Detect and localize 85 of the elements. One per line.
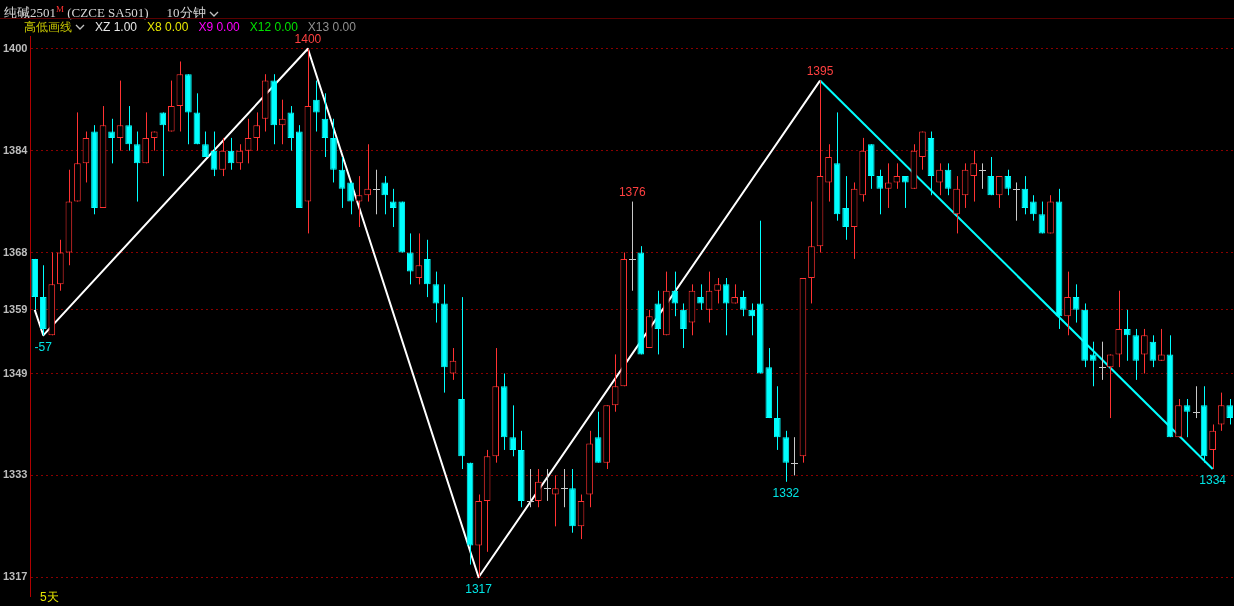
text: X13 0.00 (307, 20, 356, 34)
candlestick (142, 111, 150, 164)
text: 1317 (465, 581, 492, 596)
candlestick (919, 131, 926, 171)
text: 1334 (1199, 473, 1227, 488)
candlestick (278, 99, 286, 145)
candlestick (628, 201, 637, 292)
candlestick (774, 385, 781, 451)
text: XZ 1.00 (95, 20, 138, 34)
candlestick (526, 468, 535, 508)
text: X8 0.00 (147, 20, 189, 34)
candlestick (389, 188, 397, 228)
candlestick (1158, 328, 1165, 362)
candlestick (1012, 181, 1021, 222)
candlestick (748, 302, 756, 336)
candlestick (987, 156, 995, 196)
candlestick (790, 436, 799, 476)
candlestick (970, 150, 977, 203)
candlestick (884, 162, 892, 209)
candlestick (697, 283, 704, 311)
text: 1395 (806, 63, 834, 78)
candlestick (125, 105, 132, 152)
candlestick (1123, 309, 1131, 362)
y-tick-label: 1349 (2, 366, 28, 379)
candlestick (1030, 194, 1037, 222)
candlestick (1004, 169, 1012, 196)
candlestick (1089, 341, 1097, 387)
candlestick (372, 169, 381, 215)
candlestick (167, 80, 175, 133)
y-tick-label: 1400 (2, 41, 28, 54)
candlestick (902, 175, 909, 209)
y-tick-label: 1368 (2, 245, 28, 258)
candlestick (1226, 398, 1234, 425)
candlestick (535, 468, 542, 508)
text: 高低画线 (24, 20, 72, 34)
text: X9 0.00 (198, 20, 240, 34)
chart-subtitle: 10分钟 (166, 5, 206, 21)
candlestick (1209, 423, 1216, 470)
candlestick (108, 118, 115, 164)
candlestick (219, 137, 226, 177)
candlestick (1115, 290, 1123, 368)
chart-title: 纯碱2501$^{M}$ (CZCE SA501) (4, 4, 149, 21)
y-tick-label: 1384 (2, 143, 29, 156)
y-tick-label: 1333 (2, 468, 28, 481)
annotation: 5天 (40, 589, 59, 606)
candlestick (825, 143, 832, 203)
candlestick (313, 80, 320, 133)
candlestick (202, 131, 209, 158)
candlestick (995, 175, 1003, 209)
candlestick (1106, 353, 1114, 419)
y-tick-label: 1317 (2, 570, 28, 583)
candlestick (714, 277, 721, 304)
candlestick (159, 111, 167, 177)
text: 1332 (772, 486, 800, 501)
candlestick (739, 290, 747, 317)
text: 1400 (294, 32, 322, 47)
candlestick (876, 169, 884, 215)
candlestick (543, 468, 552, 502)
candlestick (1217, 392, 1225, 432)
candlestick (680, 302, 687, 349)
candlestick (253, 111, 260, 152)
candlestick (236, 143, 243, 171)
candlestick (424, 239, 431, 298)
y-tick-label: 1359 (2, 302, 28, 315)
candlestick (381, 175, 389, 215)
candlestick (364, 143, 371, 203)
candlestick (406, 232, 414, 285)
candlestick (560, 468, 569, 508)
candlestick (1098, 341, 1107, 381)
candlestick (842, 175, 849, 241)
candlestick (1064, 271, 1071, 336)
candlestick (978, 162, 987, 190)
candlestick (1192, 385, 1201, 419)
candlestick (1141, 328, 1148, 375)
candlestick (509, 404, 517, 457)
text: 1376 (618, 184, 646, 199)
text: -57 (34, 339, 52, 354)
candlestick (1183, 398, 1191, 438)
candlestick (552, 474, 559, 527)
candlestick (347, 181, 354, 215)
candlestick (287, 105, 295, 152)
candlestick (355, 175, 363, 228)
candlestick (936, 162, 943, 196)
text: X12 0.00 (249, 20, 298, 34)
candlestick (953, 175, 960, 234)
